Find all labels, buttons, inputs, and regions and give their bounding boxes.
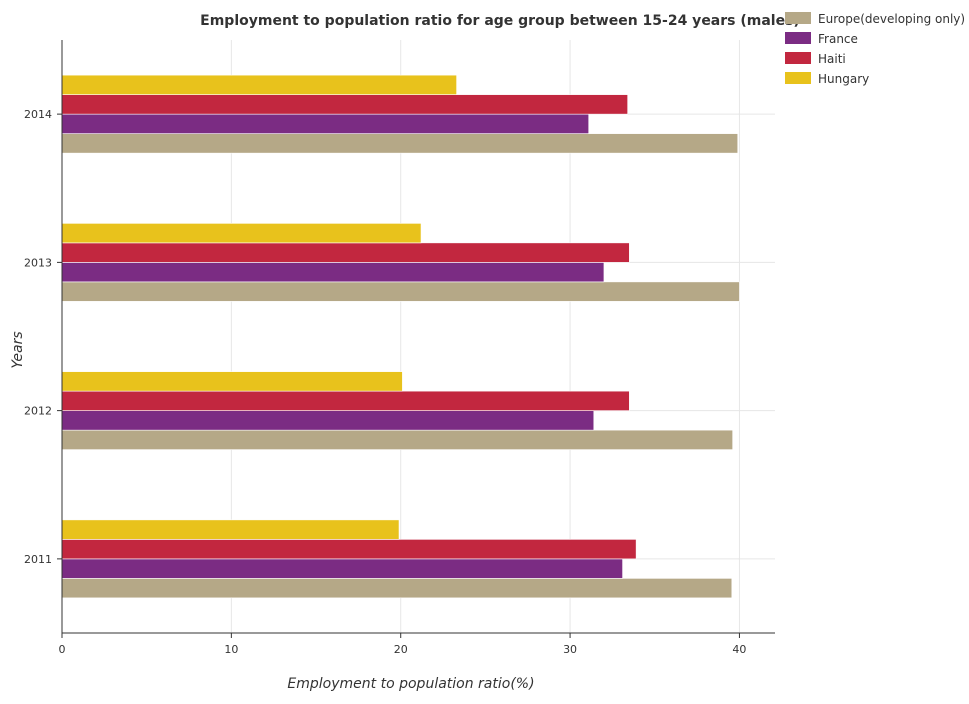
x-tick-label: 30 [563,643,577,656]
x-axis-label: Employment to population ratio(%) [287,676,534,692]
bar-haiti-2013 [61,242,630,263]
bar-france-2011 [61,558,623,579]
x-tick-label: 0 [59,643,66,656]
legend-swatch [785,72,811,84]
legend-swatch [785,52,811,64]
bar-france-2014 [61,113,590,134]
bar-hungary-2012 [61,371,403,392]
x-tick-label: 40 [732,643,746,656]
bar-hungary-2014 [61,74,457,95]
legend-label: Hungary [818,72,869,86]
x-tick-label: 10 [224,643,238,656]
legend-label: France [818,32,858,46]
chart-title: Employment to population ratio for age g… [200,13,800,29]
y-tick-label: 2011 [24,553,52,566]
bar-haiti-2014 [61,94,628,115]
y-tick-label: 2013 [24,256,52,269]
legend-label: Haiti [818,52,846,66]
bar-hungary-2011 [61,519,400,540]
bar-haiti-2012 [61,390,630,411]
plot-area: 2011 2012 2013 2014 0 10 20 30 40 [24,40,775,656]
y-axis-label: Years [10,331,26,368]
legend: Europe(developing only) France Haiti Hungar… [785,12,965,86]
bar-europe-developing-only--2013 [61,281,740,302]
bar-france-2013 [61,262,605,283]
y-tick-label: 2012 [24,405,52,418]
legend-label: Europe(developing only) [818,12,965,26]
y-tick-label: 2014 [24,108,52,121]
bar-europe-developing-only--2012 [61,429,733,450]
x-tick-label: 20 [394,643,408,656]
bar-europe-developing-only--2011 [61,578,733,599]
bar-hungary-2013 [61,223,422,244]
bar-haiti-2011 [61,539,637,560]
bar-europe-developing-only--2014 [61,133,739,154]
legend-swatch [785,32,811,44]
bar-france-2012 [61,410,595,431]
legend-swatch [785,12,811,24]
